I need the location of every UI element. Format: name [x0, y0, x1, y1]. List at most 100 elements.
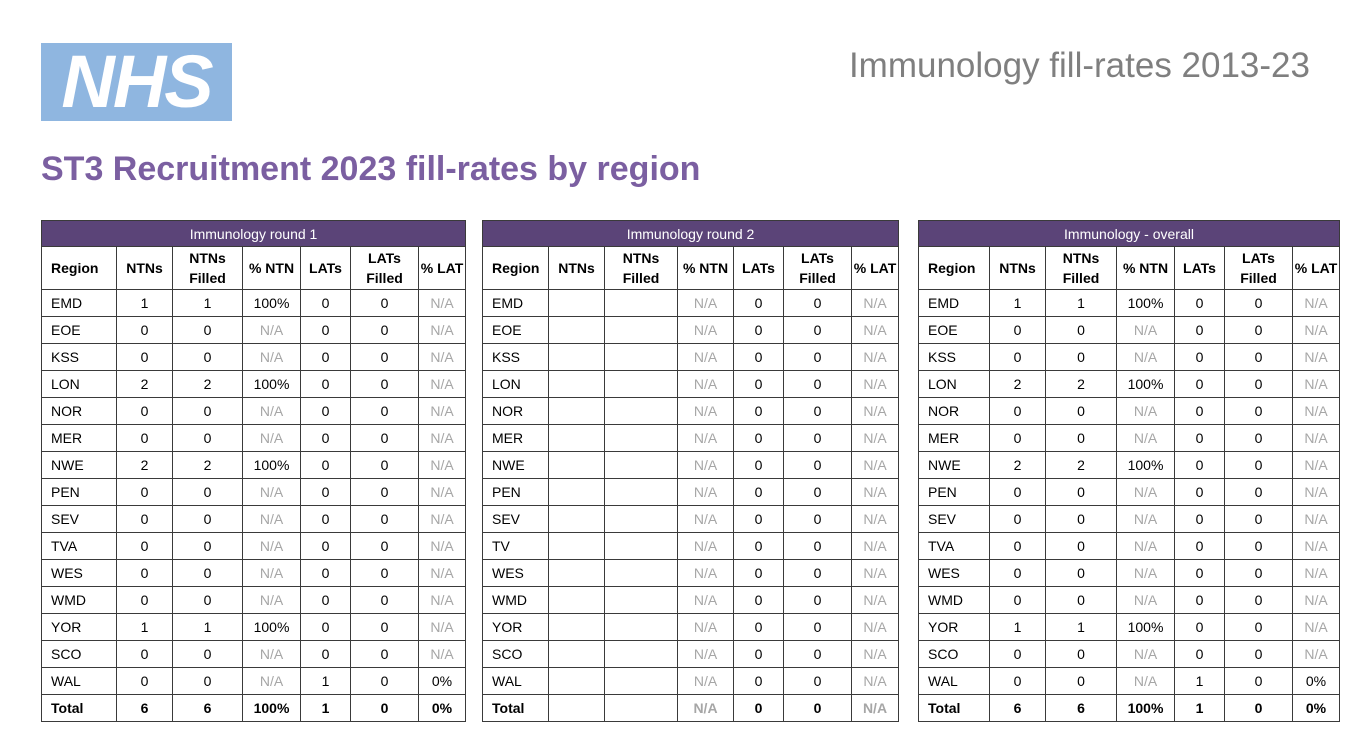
table-cell: 0 [1224, 532, 1293, 560]
table-cell: N/A [850, 451, 900, 479]
table-cell: 100% [1116, 370, 1175, 398]
table-cell: 0 [116, 559, 173, 587]
table-cell: 0 [783, 289, 852, 317]
table-cell: 0 [1174, 343, 1225, 371]
table-cell: N/A [677, 451, 734, 479]
table-cell: 0 [172, 343, 243, 371]
table-cell: 0 [1174, 397, 1225, 425]
region-cell: LON [918, 370, 990, 398]
table-cell: 0 [172, 424, 243, 452]
table-cell: 0 [989, 424, 1046, 452]
table-cell: 0 [300, 532, 351, 560]
table-row: SCO N/A 0 0 N/A [482, 640, 900, 668]
table-cell: 0 [1045, 478, 1117, 506]
table-cell: 0 [350, 667, 419, 695]
table-row: TV N/A 0 0 N/A [482, 532, 900, 560]
table-cell [548, 505, 605, 533]
region-cell: Total [918, 694, 990, 722]
table-cell: N/A [417, 505, 467, 533]
region-cell: WES [918, 559, 990, 587]
column-header-lat: % LAT [1291, 246, 1341, 290]
table-cell: N/A [677, 640, 734, 668]
table-cell: 0 [1045, 397, 1117, 425]
table-cell: N/A [677, 289, 734, 317]
table-cell: 0 [733, 613, 784, 641]
table-cell: 0 [989, 532, 1046, 560]
region-cell: WAL [918, 667, 990, 695]
table-row: NOR N/A 0 0 N/A [482, 397, 900, 425]
table-cell: 2 [1045, 370, 1117, 398]
table-cell: 0 [1045, 667, 1117, 695]
table-cell: 0 [116, 505, 173, 533]
table-row: WMD N/A 0 0 N/A [482, 586, 900, 614]
table-cell [604, 397, 678, 425]
table-cell: 2 [172, 370, 243, 398]
total-row: Total N/A 0 0 N/A [482, 694, 900, 722]
table-cell: N/A [850, 343, 900, 371]
table-cell [604, 343, 678, 371]
table-cell: 0% [417, 667, 467, 695]
table-cell [604, 559, 678, 587]
region-cell: SEV [918, 505, 990, 533]
table-row: EOE 0 0 N/A 0 0 N/A [41, 316, 467, 344]
table-cell: N/A [1116, 640, 1175, 668]
table-cell: 0 [116, 586, 173, 614]
table-cell: 0 [172, 316, 243, 344]
table-row: MER N/A 0 0 N/A [482, 424, 900, 452]
region-cell: MER [41, 424, 117, 452]
nhs-logo-text: NHS [61, 40, 213, 123]
column-header-ntns: NTNs [116, 246, 173, 290]
table-row: TVA 0 0 N/A 0 0 N/A [41, 532, 467, 560]
table-cell: N/A [1116, 586, 1175, 614]
table-cell: 0 [350, 478, 419, 506]
table-cell [548, 397, 605, 425]
table-row: EOE 0 0 N/A 0 0 N/A [918, 316, 1341, 344]
table-cell: N/A [850, 667, 900, 695]
table-cell: 0 [989, 586, 1046, 614]
table-cell: 0 [783, 640, 852, 668]
region-cell: KSS [918, 343, 990, 371]
region-cell: EMD [41, 289, 117, 317]
table-cell: 0 [300, 289, 351, 317]
table-cell [548, 613, 605, 641]
table-cell: 0 [300, 343, 351, 371]
table-cell: 0 [989, 505, 1046, 533]
table-cell: 0 [783, 343, 852, 371]
table-row: EMD N/A 0 0 N/A [482, 289, 900, 317]
table-cell: 1 [1045, 613, 1117, 641]
column-header-ntns: NTNs [548, 246, 605, 290]
table-cell: 0 [116, 343, 173, 371]
table-cell: 0 [989, 478, 1046, 506]
table-cell: 0 [783, 316, 852, 344]
region-cell: WAL [41, 667, 117, 695]
table-cell: 0 [783, 694, 852, 722]
table-cell: 0 [733, 694, 784, 722]
table-row: WES 0 0 N/A 0 0 N/A [918, 559, 1341, 587]
table-cell: N/A [417, 343, 467, 371]
table-cell: N/A [1291, 424, 1341, 452]
table-cell [604, 667, 678, 695]
region-cell: SEV [482, 505, 549, 533]
table-cell: 0% [1291, 694, 1341, 722]
region-cell: MER [918, 424, 990, 452]
region-cell: YOR [918, 613, 990, 641]
table-cell: N/A [1291, 316, 1341, 344]
column-header-ntns: NTNs [989, 246, 1046, 290]
table-cell: 0 [300, 586, 351, 614]
table-row: TVA 0 0 N/A 0 0 N/A [918, 532, 1341, 560]
region-cell: NOR [482, 397, 549, 425]
table-cell: 100% [1116, 451, 1175, 479]
deck-title: Immunology fill-rates 2013-23 [848, 46, 1310, 85]
table-cell: 0 [733, 532, 784, 560]
table-cell: N/A [677, 694, 734, 722]
table-cell: N/A [242, 505, 301, 533]
table-cell [548, 343, 605, 371]
table-cell: N/A [1291, 586, 1341, 614]
table-cell: N/A [242, 316, 301, 344]
table-cell: 0 [783, 370, 852, 398]
table-cell: N/A [417, 640, 467, 668]
table-cell: 0 [1174, 478, 1225, 506]
table-cell: N/A [1291, 370, 1341, 398]
table-cell: N/A [850, 694, 900, 722]
table-cell: N/A [417, 478, 467, 506]
